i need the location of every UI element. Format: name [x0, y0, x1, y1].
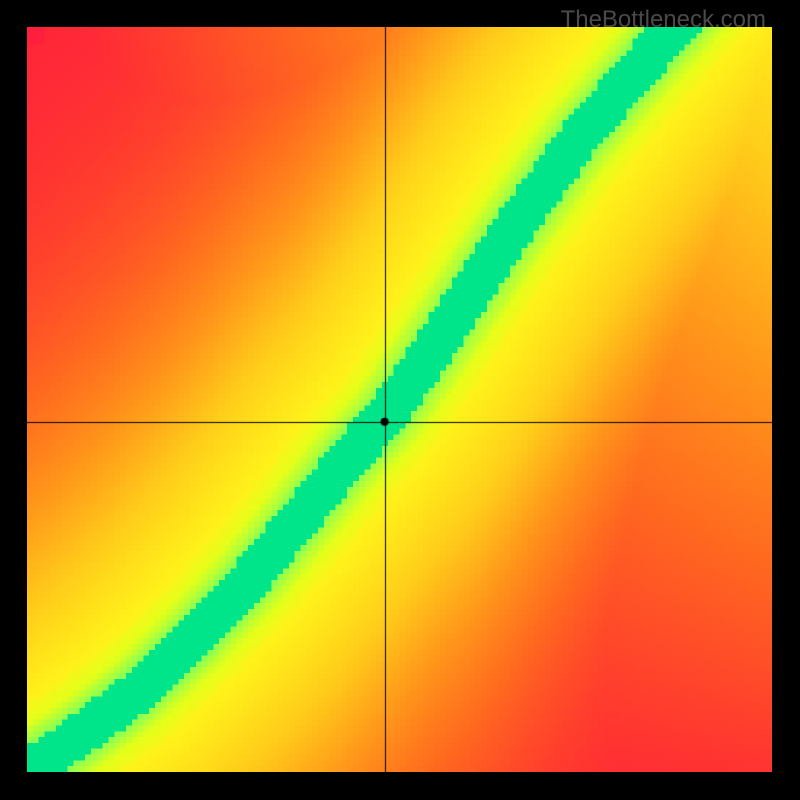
crosshair-overlay — [27, 27, 772, 772]
chart-container: TheBottleneck.com — [0, 0, 800, 800]
